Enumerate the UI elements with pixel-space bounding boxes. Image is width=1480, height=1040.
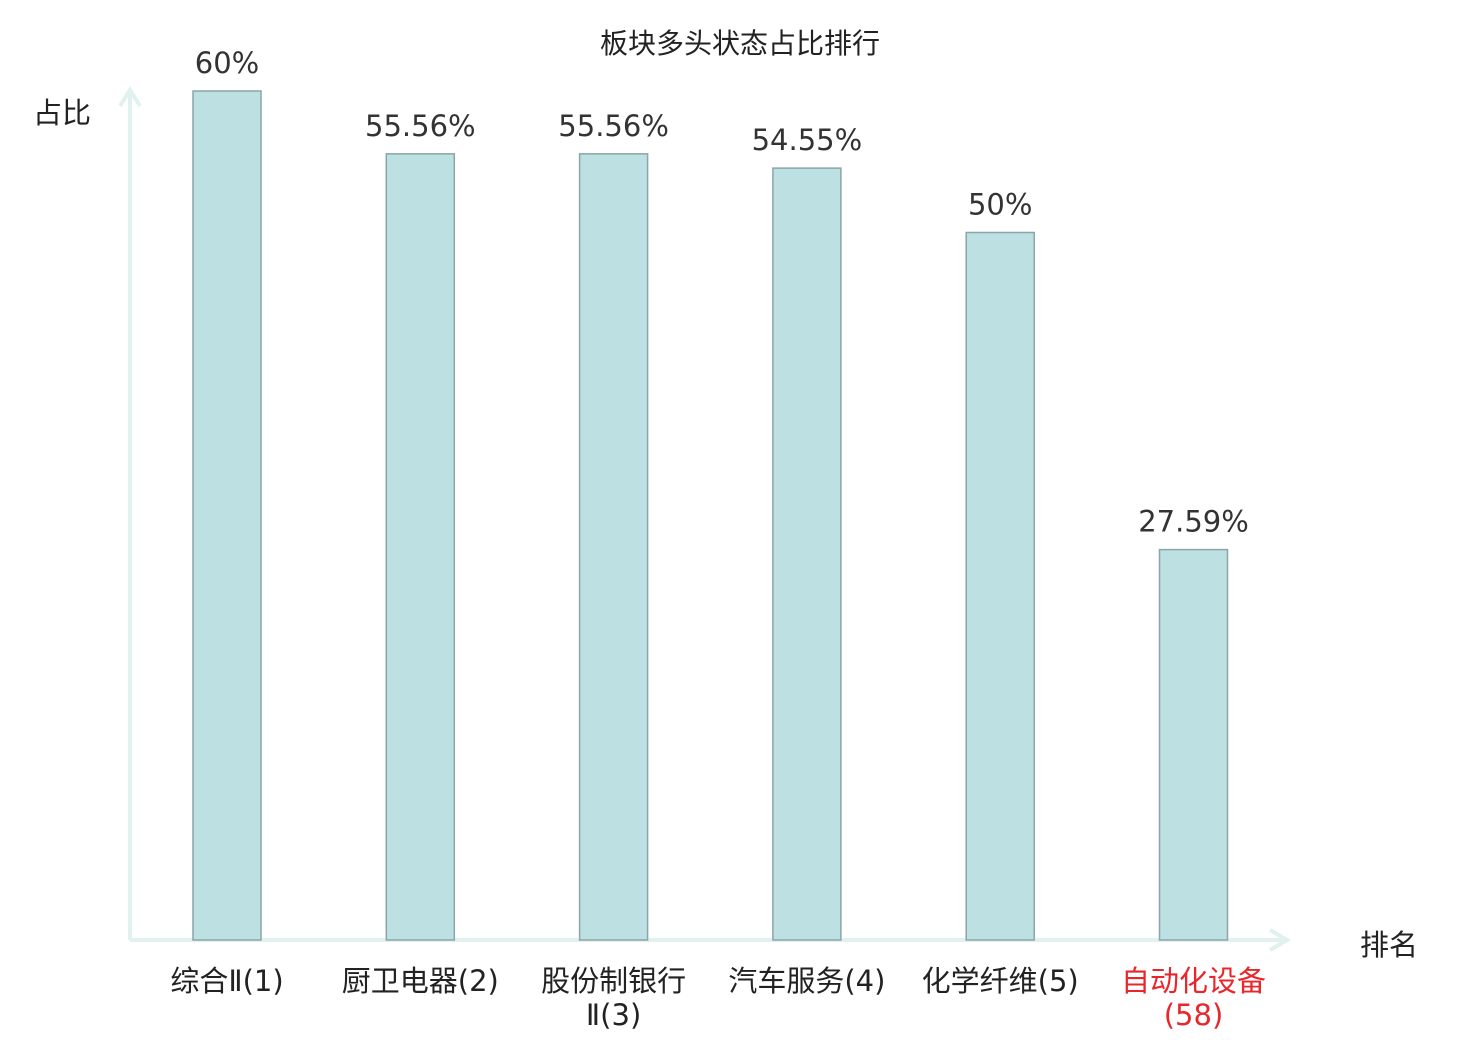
category-label: 汽车服务(4)	[728, 964, 886, 998]
data-label: 55.56%	[558, 109, 669, 143]
data-label: 54.55%	[752, 123, 863, 157]
data-label: 27.59%	[1138, 505, 1249, 539]
data-label: 55.56%	[365, 109, 476, 143]
bar	[385, 153, 456, 941]
bar	[965, 231, 1035, 941]
y-axis-arrow	[118, 86, 142, 108]
data-label: 60%	[195, 46, 259, 80]
data-label: 50%	[968, 188, 1032, 222]
bar	[192, 90, 262, 941]
category-label: 厨卫电器(2)	[341, 964, 499, 998]
chart-title: 板块多头状态占比排行	[599, 27, 880, 60]
bar	[1158, 548, 1229, 941]
category-label: 化学纤维(5)	[921, 964, 1079, 998]
x-axis-label: 排名	[1360, 928, 1419, 962]
x-axis-arrow	[1268, 928, 1291, 952]
bar	[772, 167, 842, 941]
y-axis-label: 占比	[33, 96, 92, 130]
category-label: 自动化设备(58)	[1120, 964, 1266, 1032]
category-label: 股份制银行Ⅱ(3)	[541, 964, 687, 1032]
category-label: 综合Ⅱ(1)	[170, 964, 284, 998]
bar	[578, 153, 649, 941]
